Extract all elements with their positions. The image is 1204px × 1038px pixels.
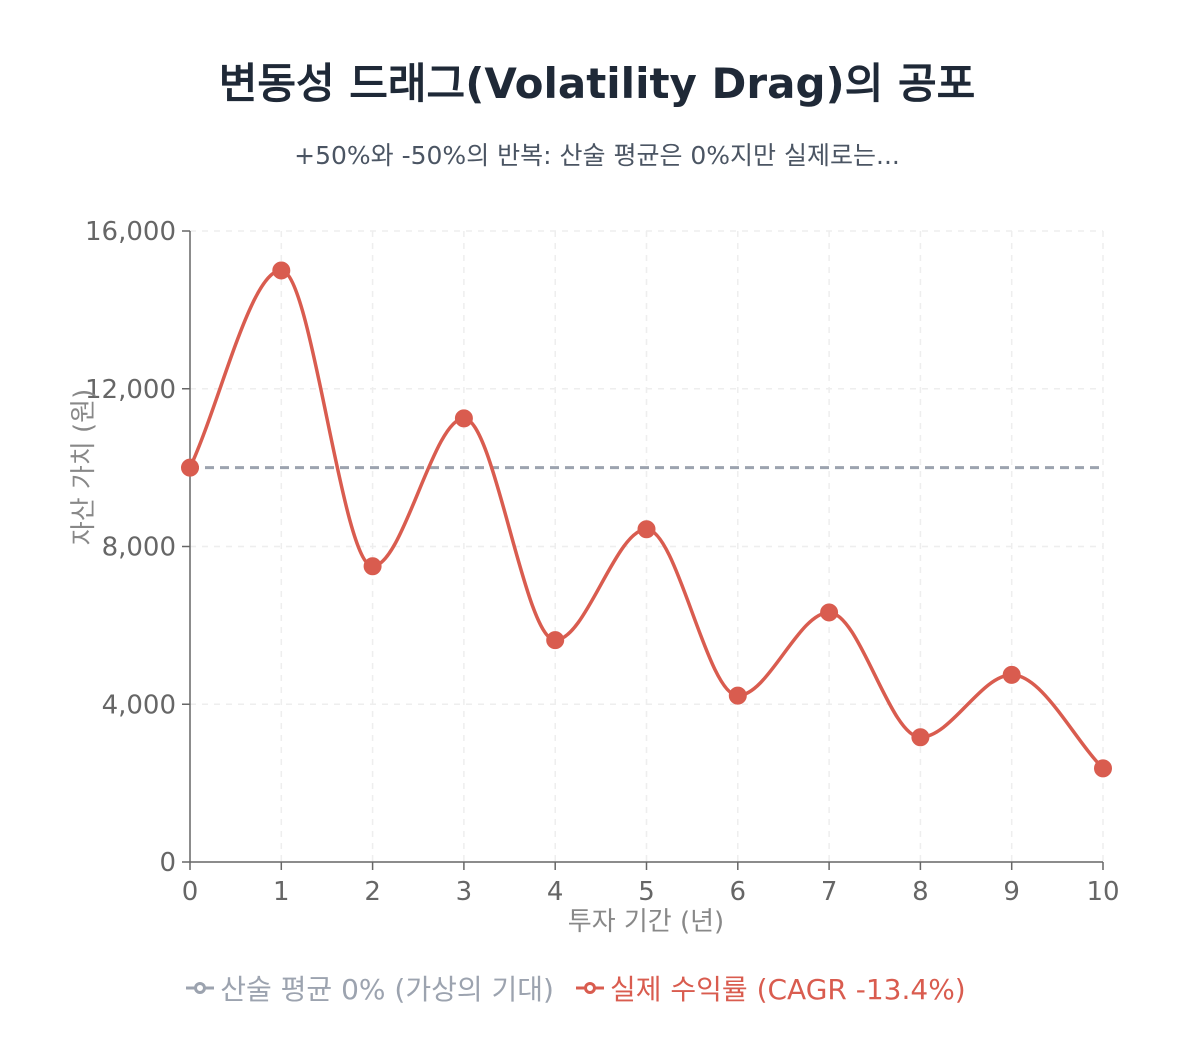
legend-label-arithmetic-mean: 산술 평균 0% (가상의 기대) xyxy=(220,973,554,1006)
y-tick-label: 0 xyxy=(159,848,176,878)
data-point-actual-return[interactable] xyxy=(820,603,839,622)
x-tick-label: 0 xyxy=(182,877,199,907)
data-point-actual-return[interactable] xyxy=(272,261,291,280)
data-point-actual-return[interactable] xyxy=(1002,665,1021,684)
data-point-actual-return[interactable] xyxy=(454,409,473,428)
legend: 산술 평균 0% (가상의 기대) 실제 수익률 (CAGR -13.4%) xyxy=(0,968,1152,1008)
data-point-actual-return[interactable] xyxy=(546,631,565,650)
legend-item-actual-return[interactable]: 실제 수익률 (CAGR -13.4%) xyxy=(575,968,966,1008)
x-tick-label: 10 xyxy=(1086,877,1119,907)
tick-labels: 0 4,000 8,000 12,000 16,000 0 1 2 3 4 5 6 7 8 9 10 xyxy=(85,217,1120,907)
data-point-actual-return[interactable] xyxy=(637,520,656,539)
data-point-actual-return[interactable] xyxy=(363,557,382,576)
y-tick-label: 4,000 xyxy=(102,690,176,720)
x-axis-label: 투자 기간 (년) xyxy=(568,907,724,937)
chart-subtitle: +50%와 -50%의 반복: 산술 평균은 0%지만 실제로는... xyxy=(294,141,900,170)
legend-label-actual-return: 실제 수익률 (CAGR -13.4%) xyxy=(609,973,966,1006)
x-tick-label: 4 xyxy=(547,877,564,907)
x-tick-label: 1 xyxy=(273,877,290,907)
data-point-actual-return[interactable] xyxy=(181,458,199,477)
x-tick-label: 8 xyxy=(912,877,929,907)
grid-lines xyxy=(190,230,1104,862)
y-tick-label: 16,000 xyxy=(85,217,176,247)
data-point-actual-return[interactable] xyxy=(911,728,930,747)
x-tick-label: 5 xyxy=(638,877,655,907)
line-marker-icon xyxy=(575,982,604,994)
x-tick-label: 7 xyxy=(821,877,838,907)
series xyxy=(181,261,1112,778)
line-marker-icon xyxy=(186,982,215,994)
x-tick-label: 6 xyxy=(730,877,747,907)
y-axis-label: 자산 가치 (원) xyxy=(69,389,99,545)
legend-item-arithmetic-mean[interactable]: 산술 평균 0% (가상의 기대) xyxy=(186,968,554,1008)
x-tick-label: 3 xyxy=(456,877,473,907)
y-tick-label: 12,000 xyxy=(85,375,176,405)
x-tick-label: 9 xyxy=(1003,877,1020,907)
x-tick-label: 2 xyxy=(364,877,381,907)
chart-title: 변동성 드래그(Volatility Drag)의 공포 xyxy=(218,59,976,108)
y-tick-label: 8,000 xyxy=(102,533,176,563)
data-point-actual-return[interactable] xyxy=(728,686,747,705)
data-point-actual-return[interactable] xyxy=(1094,759,1112,778)
